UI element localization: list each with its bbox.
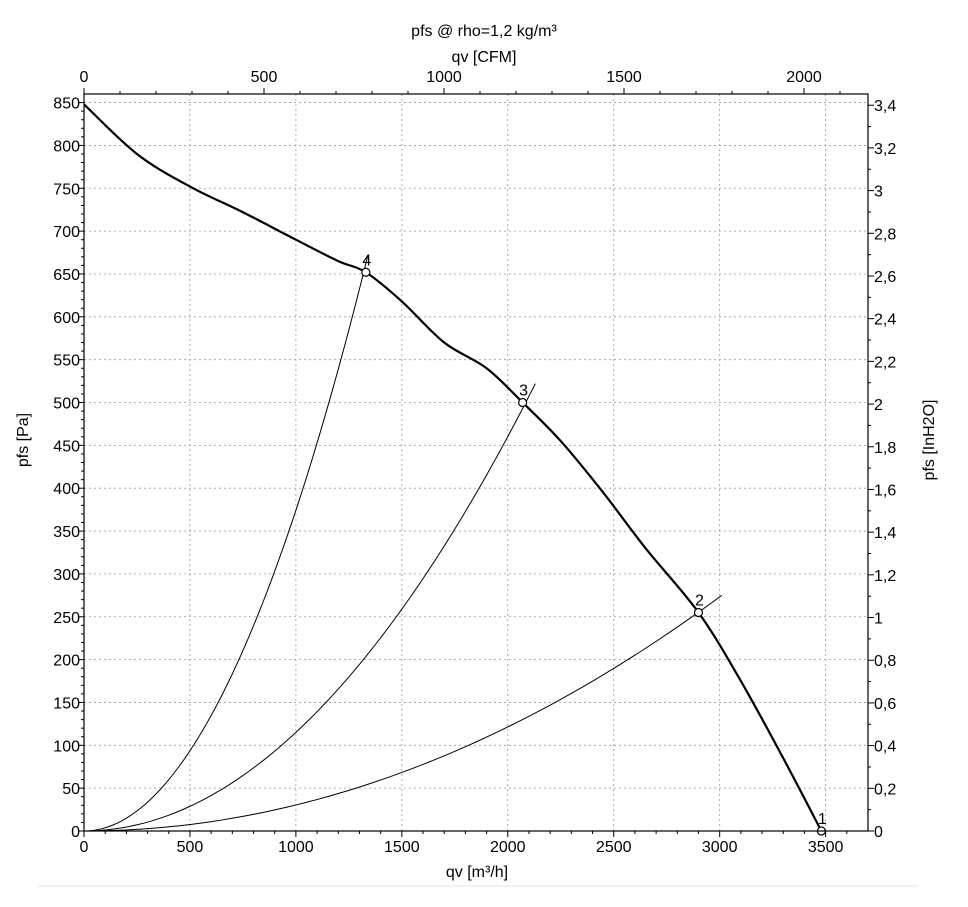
y-axis-title: pfs [Pa] [15, 413, 32, 467]
y-tick-label: 150 [53, 695, 80, 712]
x-tick-label: 0 [80, 839, 89, 856]
y-tick-label: 100 [53, 738, 80, 755]
y-tick-label: 400 [53, 481, 80, 498]
chart-title: pfs @ rho=1,2 kg/m³ [411, 23, 557, 40]
operating-point-label: 3 [519, 383, 528, 400]
y-tick-label: 600 [53, 310, 80, 327]
x-tick-label: 2500 [596, 839, 632, 856]
fan-curve [83, 103, 823, 832]
x-tick-label: 2000 [490, 839, 526, 856]
y-tick-label: 500 [53, 396, 80, 413]
operating-point-label: 2 [695, 592, 704, 609]
x-axis-title: qv [m³/h] [446, 864, 508, 881]
system-curve [83, 254, 369, 832]
y-tick-label: 800 [53, 138, 80, 155]
y-tick-label: 450 [53, 438, 80, 455]
plot-frame [83, 93, 869, 832]
y2-tick-label: 0,2 [874, 781, 896, 798]
y2-tick-label: 2,6 [874, 269, 896, 286]
y2-tick-label: 0,8 [874, 653, 896, 670]
y2-tick-label: 3,2 [874, 141, 896, 158]
y2-tick-label: 1,6 [874, 482, 896, 499]
x-tick-label: 1000 [278, 839, 314, 856]
x2-axis-title: qv [CFM] [452, 49, 517, 66]
y-tick-label: 550 [53, 353, 80, 370]
x-tick-label: 500 [177, 839, 204, 856]
y2-tick-label: 2 [874, 397, 883, 414]
y-tick-label: 300 [53, 567, 80, 584]
y2-tick-label: 1,2 [874, 568, 896, 585]
operating-point-label: 1 [818, 811, 827, 828]
x-tick-label: 3000 [702, 839, 738, 856]
operating-point [693, 607, 704, 618]
y-tick-label: 0 [71, 824, 80, 841]
operating-point-label: 4 [362, 252, 371, 269]
x2-tick-label: 1000 [426, 69, 462, 86]
y-tick-label: 350 [53, 524, 80, 541]
x-tick-label: 3500 [808, 839, 844, 856]
x2-tick-label: 500 [251, 69, 278, 86]
y2-tick-label: 3,4 [874, 98, 896, 115]
y2-tick-label: 1,4 [874, 525, 896, 542]
system-curve [83, 594, 723, 832]
x2-tick-label: 2000 [786, 69, 822, 86]
y-tick-label: 650 [53, 267, 80, 284]
y2-tick-label: 2,8 [874, 226, 896, 243]
x2-tick-label: 0 [80, 69, 89, 86]
y-tick-label: 850 [53, 96, 80, 113]
y-tick-label: 250 [53, 610, 80, 627]
y-tick-label: 200 [53, 653, 80, 670]
x-tick-label: 1500 [384, 839, 420, 856]
y-tick-label: 750 [53, 181, 80, 198]
y-tick-label: 700 [53, 224, 80, 241]
operating-points: 1 2 3 4 [361, 252, 827, 836]
y2-tick-label: 1 [874, 611, 883, 628]
system-curves [83, 254, 723, 832]
y2-tick-label: 2,2 [874, 354, 896, 371]
axis-ticks: 0 500 1000 1500 2000 2500 3000 3500050100150200… [53, 69, 896, 856]
y2-tick-label: 0,6 [874, 696, 896, 713]
y2-tick-label: 0,4 [874, 739, 896, 756]
y2-tick-label: 2,4 [874, 312, 896, 329]
operating-point [518, 397, 528, 408]
system-curve [83, 383, 536, 832]
y-tick-label: 50 [62, 781, 80, 798]
grid [84, 94, 868, 831]
x2-tick-label: 1500 [606, 69, 642, 86]
operating-point [361, 267, 371, 277]
y2-tick-label: 0 [874, 824, 883, 841]
y2-tick-label: 3 [874, 184, 883, 201]
y2-tick-label: 1,8 [874, 440, 896, 457]
y2-axis-title: pfs [InH2O] [921, 400, 938, 481]
